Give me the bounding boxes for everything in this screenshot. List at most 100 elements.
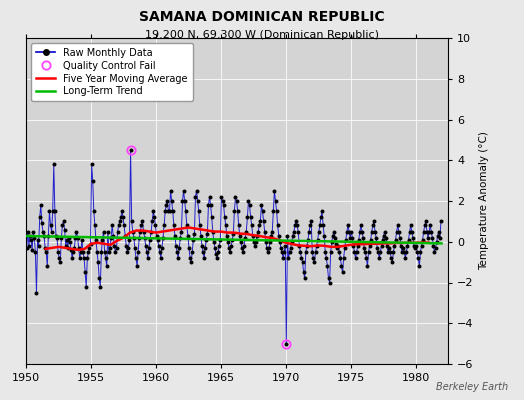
Text: 19.200 N, 69.300 W (Dominican Republic): 19.200 N, 69.300 W (Dominican Republic) — [145, 30, 379, 40]
Point — [94, 259, 102, 265]
Point — [37, 202, 45, 208]
Point — [198, 243, 206, 249]
Point — [185, 245, 193, 251]
Point — [359, 234, 367, 241]
Point — [297, 255, 305, 261]
Point — [384, 249, 392, 255]
Point — [369, 222, 377, 229]
Point — [121, 232, 129, 239]
Point — [41, 245, 49, 251]
Point — [302, 249, 310, 255]
Point — [145, 245, 153, 251]
Point — [371, 228, 379, 235]
Point — [71, 234, 80, 241]
Point — [323, 263, 332, 270]
Point — [178, 198, 187, 204]
Point — [188, 249, 196, 255]
Point — [386, 249, 395, 255]
Point — [206, 202, 215, 208]
Point — [123, 249, 132, 255]
Point — [365, 243, 374, 249]
Point — [108, 222, 116, 229]
Point — [129, 234, 138, 241]
Point — [193, 198, 202, 204]
Point — [140, 234, 149, 241]
Point — [116, 218, 124, 224]
Point — [217, 194, 226, 200]
Point — [280, 249, 288, 255]
Point — [437, 218, 445, 224]
Point — [60, 226, 69, 233]
Point — [372, 234, 380, 241]
Point — [186, 255, 194, 261]
Point — [240, 243, 248, 249]
Point — [309, 255, 318, 261]
Point — [354, 243, 362, 249]
Point — [263, 245, 271, 251]
Point — [296, 249, 304, 255]
Point — [97, 249, 105, 255]
Point — [103, 263, 111, 270]
Point — [432, 238, 441, 245]
Point — [408, 228, 416, 235]
Point — [199, 249, 207, 255]
Point — [151, 222, 160, 229]
Point — [158, 245, 166, 251]
Point — [353, 249, 361, 255]
Point — [93, 249, 101, 255]
Point — [407, 222, 415, 229]
Point — [216, 236, 224, 243]
Point — [214, 249, 222, 255]
Point — [329, 232, 337, 239]
Point — [154, 236, 162, 243]
Point — [70, 245, 79, 251]
Point — [122, 243, 130, 249]
Point — [242, 228, 250, 235]
Point — [326, 249, 335, 255]
Point — [45, 208, 53, 214]
Point — [55, 255, 63, 261]
Point — [191, 194, 200, 200]
Point — [32, 290, 41, 296]
Point — [295, 243, 303, 249]
Point — [130, 245, 139, 251]
Point — [330, 228, 338, 235]
Point — [300, 275, 309, 282]
Point — [305, 228, 313, 235]
Point — [61, 243, 70, 249]
Point — [119, 214, 127, 220]
Point — [211, 245, 219, 251]
Point — [200, 255, 209, 261]
Point — [247, 222, 256, 229]
Point — [104, 228, 112, 235]
Point — [166, 208, 174, 214]
Point — [310, 259, 319, 265]
Point — [44, 232, 52, 239]
Point — [390, 243, 399, 249]
Point — [360, 245, 368, 251]
Point — [53, 234, 61, 241]
Point — [349, 243, 357, 249]
Point — [205, 194, 214, 200]
Point — [417, 243, 425, 249]
Point — [118, 208, 126, 214]
Point — [250, 238, 258, 245]
Point — [195, 222, 204, 229]
Point — [332, 240, 340, 247]
Point — [95, 275, 103, 282]
Point — [425, 228, 433, 235]
Point — [357, 222, 365, 229]
Point — [374, 249, 383, 255]
Point — [293, 222, 301, 229]
Point — [58, 222, 67, 229]
Point — [125, 236, 134, 243]
Point — [388, 259, 397, 265]
Point — [190, 230, 199, 237]
Point — [331, 234, 339, 241]
Point — [397, 243, 405, 249]
Point — [243, 214, 252, 220]
Point — [63, 245, 72, 251]
Point — [325, 279, 334, 286]
Point — [289, 232, 297, 239]
Point — [81, 269, 90, 276]
